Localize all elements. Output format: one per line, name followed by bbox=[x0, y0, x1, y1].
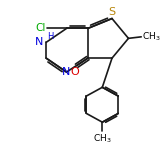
Text: O: O bbox=[71, 67, 79, 77]
Text: Cl: Cl bbox=[35, 23, 46, 33]
Text: N: N bbox=[35, 37, 43, 47]
Text: S: S bbox=[108, 7, 115, 17]
Text: H: H bbox=[47, 32, 53, 41]
Text: N: N bbox=[62, 67, 71, 77]
Text: CH$_3$: CH$_3$ bbox=[93, 132, 112, 145]
Text: CH$_3$: CH$_3$ bbox=[142, 31, 161, 43]
